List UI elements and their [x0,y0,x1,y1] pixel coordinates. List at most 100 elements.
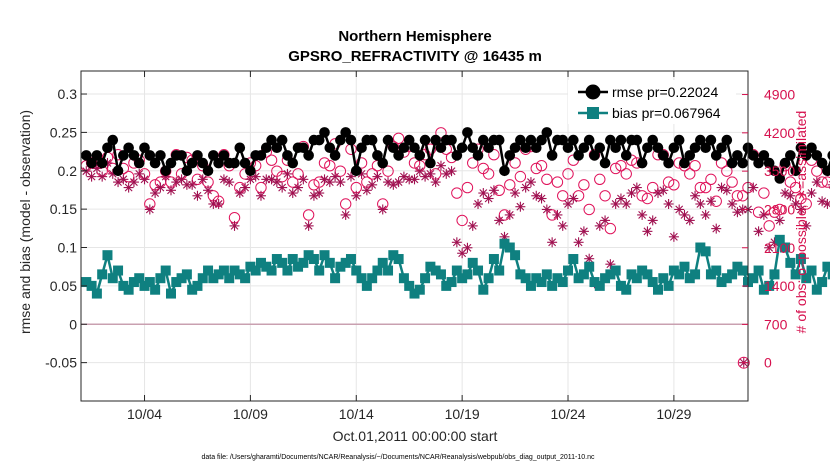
asterisk-stroke [294,183,302,192]
rmse-point [790,165,801,177]
possible-obs-point [488,149,500,161]
x-tick-label: 10/19 [445,406,480,422]
asterisk-stroke [553,211,562,219]
plot-frame [80,70,749,402]
asterisk-stroke [331,172,340,181]
bias-point [377,257,388,268]
asterisk-stroke [198,175,207,184]
bias-point [414,284,425,295]
bias-point [97,269,108,280]
bias-point [473,265,484,276]
possible-obs-point [514,170,527,183]
possible-obs-point [715,157,728,169]
assimilated-obs-point [700,209,711,220]
rmse-point [313,134,325,146]
rmse-point [192,150,203,161]
bias-point [351,265,362,276]
bias-point [785,257,796,268]
asterisk-stroke [378,205,387,214]
rmse-point [107,134,119,146]
asterisk-stroke [675,205,684,214]
assimilated-obs-point [578,226,589,237]
bias-point [764,280,775,291]
rmse-point [298,142,309,154]
assimilated-obs-point [758,209,769,220]
assimilated-obs-point [361,185,372,196]
assimilated-obs-point [795,204,806,215]
rmse-point [806,142,817,154]
rmse-point [658,150,669,161]
asterisk-stroke [775,216,784,225]
rmse-point [499,165,510,177]
bias-point [420,273,431,284]
possible-obs-point [509,157,521,169]
rmse-point [758,150,770,161]
legend: rmse pr=0.22024 bias pr=0.067964 [568,80,736,124]
y-tick-label-right: 4900 [764,87,795,103]
assimilated-obs-point [785,190,796,201]
possible-obs-point [694,181,707,194]
y-tick-label-right: 1400 [764,278,795,294]
rmse-point [679,157,690,169]
rmse-point [372,150,383,161]
asterisk-stroke [691,191,699,200]
possible-obs-point [583,203,595,216]
assimilated-obs-point [155,182,166,193]
rmse-point [610,142,621,154]
assimilated-obs-point [600,215,611,226]
assimilated-obs-point [531,190,542,201]
rmse-point [245,165,256,177]
bias-point [541,269,552,280]
rmse-point [80,150,92,161]
bias-point [578,269,589,280]
y-tick-label-left: -0.05 [45,355,77,371]
asterisk-stroke [415,167,424,176]
asterisk-stroke [278,183,287,192]
bias-point [510,250,521,261]
bias-point [568,254,579,265]
rmse-point [282,150,293,161]
possible-obs-point [726,176,738,188]
bias-point [113,265,124,276]
asterisk-stroke [685,216,694,225]
asterisk-stroke [193,191,202,200]
bias-point [240,273,251,284]
assimilated-obs-point [732,207,743,218]
assimilated-obs-point [314,188,325,199]
assimilated-obs-point [367,179,378,190]
rmse-point [260,142,272,154]
rmse-point [811,150,823,161]
rmse-point [478,134,489,146]
rmse-point [689,142,701,154]
assimilated-obs-point [711,223,722,234]
asterisk-stroke [230,221,239,230]
assimilated-obs-point [753,226,764,237]
rmse-point [456,142,468,154]
asterisk-stroke [542,205,551,214]
rmse-point [102,142,113,154]
asterisk-stroke [257,191,265,200]
asterisk-stroke [781,189,789,197]
possible-obs-point [620,168,632,180]
rmse-point [229,157,240,169]
assimilated-obs-point [573,237,584,248]
asterisk-stroke [632,183,641,192]
rmse-point [472,150,484,161]
bias-point [356,273,367,284]
asterisk-stroke [156,183,165,192]
y-tick-label-left: 0.25 [50,124,77,140]
possible-obs-point [578,179,590,191]
asterisk-stroke [463,243,472,252]
bias-point [647,277,658,288]
possible-obs-point [382,165,394,177]
asterisk-stroke [548,238,557,247]
asterisk-stroke [399,172,408,181]
assimilated-obs-point [335,177,346,188]
bias-point [181,269,192,280]
rmse-point [435,142,447,154]
assimilated-obs-point [165,185,176,196]
assimilated-obs-point [229,220,240,231]
possible-obs-point [821,176,830,188]
rmse-point [208,150,219,161]
assimilated-obs-point [97,171,108,182]
